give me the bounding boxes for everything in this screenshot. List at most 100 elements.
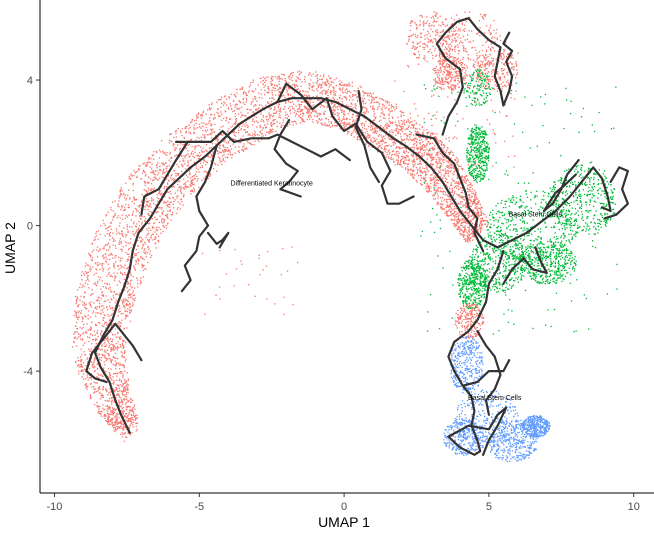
point-red: [381, 140, 383, 142]
point-red: [339, 120, 341, 122]
point-red: [126, 389, 128, 391]
point-red: [398, 131, 400, 133]
point-red: [467, 198, 470, 200]
point-red: [92, 310, 95, 312]
point-red: [89, 270, 91, 272]
point-red: [111, 413, 113, 415]
point-red: [356, 115, 359, 117]
point-red: [373, 131, 375, 133]
point-red: [364, 113, 366, 115]
point-red: [289, 101, 291, 104]
point-red: [116, 387, 118, 389]
point-red: [210, 154, 213, 156]
point-red: [468, 231, 470, 233]
point-red: [142, 244, 144, 246]
point-red: [292, 124, 294, 126]
point-red: [97, 336, 99, 338]
point-red: [334, 125, 336, 127]
point-red: [413, 158, 415, 160]
point-red: [114, 278, 116, 280]
point-red: [481, 207, 483, 209]
point-red: [302, 115, 304, 117]
point-red: [152, 171, 154, 173]
point-red: [104, 400, 106, 402]
point-red: [219, 144, 221, 146]
point-red: [342, 84, 344, 86]
point-red: [420, 179, 422, 182]
point-red: [219, 159, 221, 161]
point-red: [96, 285, 98, 287]
point-red: [259, 124, 261, 127]
point-red: [246, 131, 249, 133]
point-red: [412, 155, 415, 157]
point-red: [200, 136, 202, 138]
point-red: [425, 188, 427, 190]
point-red: [108, 416, 110, 418]
point-red: [180, 188, 182, 190]
point-red: [139, 215, 141, 218]
point-red: [279, 86, 281, 88]
point-red: [137, 228, 140, 230]
point-red: [438, 170, 440, 172]
point-red: [254, 121, 256, 123]
point-red: [146, 201, 148, 203]
point-red: [419, 168, 421, 170]
point-red: [437, 190, 439, 192]
point-red: [170, 193, 172, 195]
point-red: [452, 195, 455, 197]
point-red: [262, 135, 264, 137]
point-red: [217, 139, 220, 141]
point-red: [214, 162, 216, 164]
point-red: [456, 193, 458, 195]
point-red: [147, 161, 149, 163]
point-red: [75, 316, 77, 318]
point-red: [99, 276, 102, 279]
point-red: [162, 150, 164, 152]
point-red: [80, 312, 82, 314]
point-red: [365, 102, 367, 104]
point-red: [460, 195, 462, 197]
point-red: [230, 93, 232, 95]
point-red: [108, 315, 110, 317]
point-red: [385, 100, 387, 102]
point-red: [96, 367, 99, 370]
point-red: [166, 165, 168, 168]
point-red: [424, 170, 426, 172]
point-red: [423, 146, 426, 148]
point-red: [451, 209, 454, 211]
point-red: [342, 122, 345, 124]
point-red: [108, 374, 111, 376]
point-red: [445, 184, 448, 186]
point-red: [415, 122, 417, 124]
point-red: [383, 147, 386, 149]
point-red: [444, 175, 446, 177]
point-red: [126, 234, 128, 236]
point-red: [370, 102, 372, 104]
point-red: [333, 79, 336, 81]
point-red: [121, 373, 124, 375]
point-red: [460, 224, 462, 226]
point-red: [390, 145, 392, 147]
point-red: [318, 118, 320, 120]
point-red: [433, 185, 436, 187]
point-red: [90, 327, 93, 329]
point-red: [145, 189, 147, 192]
point-red: [99, 248, 101, 250]
point-red: [460, 176, 462, 178]
point-red: [205, 113, 207, 115]
point-red: [426, 173, 428, 175]
point-red: [402, 126, 404, 128]
point-red: [163, 221, 165, 223]
point-red: [452, 180, 454, 182]
point-red: [480, 220, 482, 222]
point-red: [289, 73, 291, 76]
point-red: [97, 342, 99, 345]
point-red: [109, 388, 111, 390]
point-red: [135, 225, 138, 228]
point-red: [155, 212, 157, 214]
point-red: [227, 141, 230, 143]
point-red: [123, 192, 125, 195]
point-red: [181, 192, 183, 195]
point-red: [100, 305, 102, 307]
point-red: [112, 411, 114, 413]
